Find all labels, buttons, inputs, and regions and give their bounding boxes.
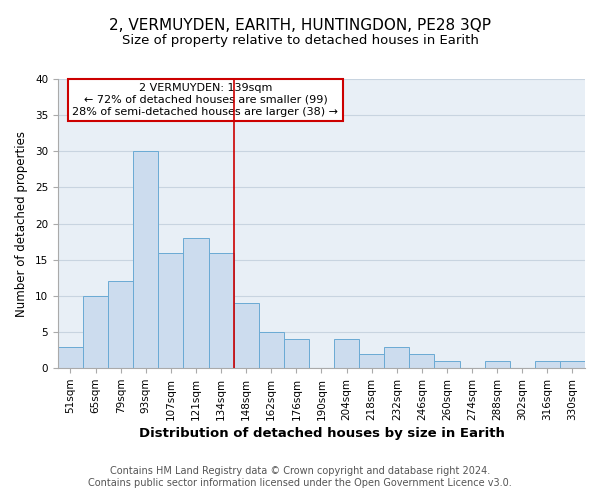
Bar: [535, 361, 560, 368]
Bar: [359, 354, 384, 368]
Bar: [58, 346, 83, 368]
Text: 2, VERMUYDEN, EARITH, HUNTINGDON, PE28 3QP: 2, VERMUYDEN, EARITH, HUNTINGDON, PE28 3…: [109, 18, 491, 32]
Bar: [560, 361, 585, 368]
Bar: [409, 354, 434, 368]
Bar: [434, 361, 460, 368]
Bar: [184, 238, 209, 368]
Text: Contains HM Land Registry data © Crown copyright and database right 2024.
Contai: Contains HM Land Registry data © Crown c…: [88, 466, 512, 487]
Text: Size of property relative to detached houses in Earith: Size of property relative to detached ho…: [122, 34, 478, 47]
Text: 2 VERMUYDEN: 139sqm
← 72% of detached houses are smaller (99)
28% of semi-detach: 2 VERMUYDEN: 139sqm ← 72% of detached ho…: [73, 84, 338, 116]
Bar: [209, 252, 233, 368]
Bar: [83, 296, 108, 368]
Bar: [384, 346, 409, 368]
Bar: [108, 282, 133, 368]
Bar: [233, 303, 259, 368]
X-axis label: Distribution of detached houses by size in Earith: Distribution of detached houses by size …: [139, 427, 505, 440]
Y-axis label: Number of detached properties: Number of detached properties: [15, 130, 28, 316]
Bar: [485, 361, 510, 368]
Bar: [259, 332, 284, 368]
Bar: [158, 252, 184, 368]
Bar: [334, 340, 359, 368]
Bar: [284, 340, 309, 368]
Bar: [133, 152, 158, 368]
